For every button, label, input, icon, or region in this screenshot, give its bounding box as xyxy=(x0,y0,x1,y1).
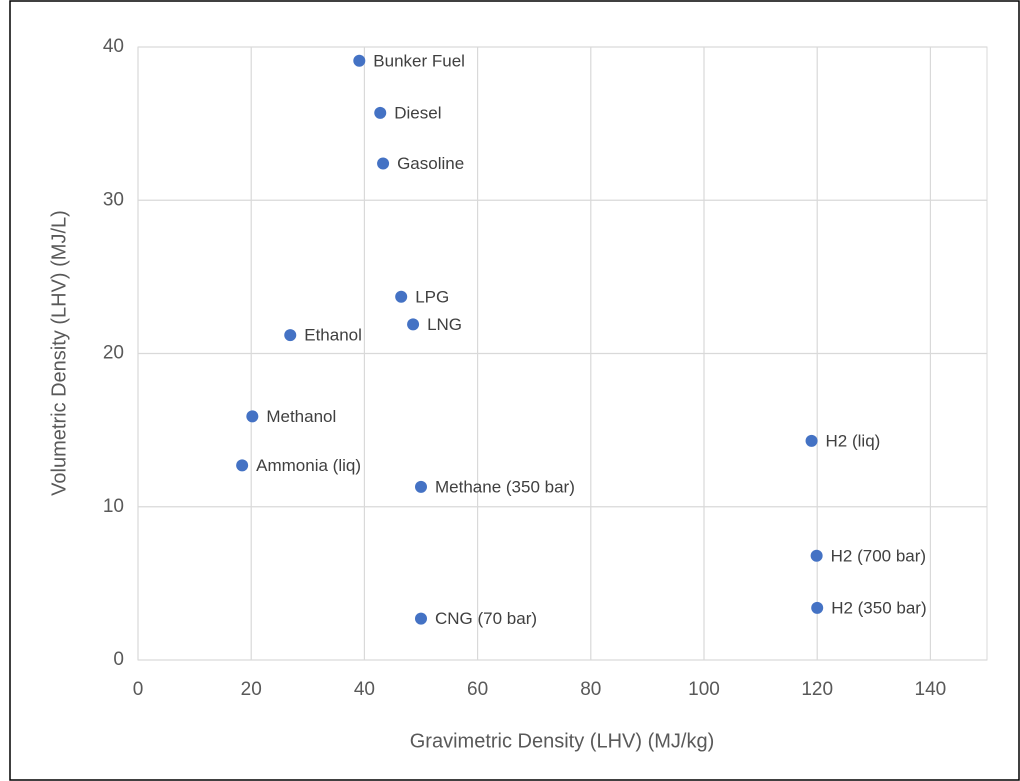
y-tick-label: 30 xyxy=(103,189,124,210)
point-label: Methanol xyxy=(266,407,336,426)
point xyxy=(395,290,408,303)
x-tick-label: 60 xyxy=(467,679,488,700)
x-tick-label: 140 xyxy=(915,679,947,700)
point xyxy=(236,459,249,472)
point-label: Methane (350 bar) xyxy=(435,477,575,496)
point-label: CNG (70 bar) xyxy=(435,609,537,628)
x-tick-label: 0 xyxy=(133,679,144,700)
point-label: H2 (350 bar) xyxy=(831,598,926,617)
y-tick-label: 0 xyxy=(113,649,124,670)
y-tick-label: 40 xyxy=(103,36,124,57)
point xyxy=(353,54,366,67)
point-label: H2 (700 bar) xyxy=(831,546,926,565)
point xyxy=(805,434,818,447)
x-axis-title: Gravimetric Density (LHV) (MJ/kg) xyxy=(410,730,714,752)
point-label: LPG xyxy=(415,287,449,306)
point xyxy=(810,549,823,562)
point-label: Ethanol xyxy=(304,326,362,345)
point-label: Ammonia (liq) xyxy=(256,456,361,475)
point xyxy=(377,157,390,170)
point xyxy=(415,612,427,625)
point xyxy=(415,480,427,493)
y-axis-title: Volumetric Density (LHV) (MJ/L) xyxy=(48,210,70,496)
x-tick-label: 80 xyxy=(580,679,601,700)
x-tick-label: 100 xyxy=(688,679,720,700)
point xyxy=(284,329,297,342)
x-tick-label: 120 xyxy=(801,679,833,700)
x-tick-label: 20 xyxy=(241,679,262,700)
point-label: Bunker Fuel xyxy=(373,51,465,70)
point xyxy=(374,106,387,119)
point-label: LNG xyxy=(427,315,462,334)
x-tick-label: 40 xyxy=(354,679,375,700)
point xyxy=(407,318,420,331)
point xyxy=(246,410,259,423)
y-tick-label: 10 xyxy=(103,496,124,517)
frame xyxy=(9,0,1020,781)
point-label: Diesel xyxy=(394,103,441,122)
point xyxy=(811,601,824,614)
y-tick-label: 20 xyxy=(103,343,124,364)
point-label: H2 (liq) xyxy=(826,431,881,450)
point-label: Gasoline xyxy=(397,154,464,173)
